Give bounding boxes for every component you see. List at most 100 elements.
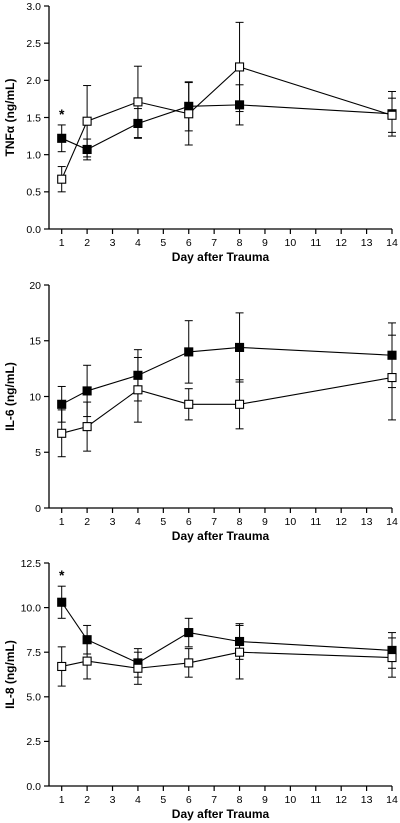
x-tick-label: 7 xyxy=(211,516,217,528)
x-tick-label: 3 xyxy=(110,516,116,528)
data-point-open xyxy=(235,647,245,657)
data-point-open xyxy=(235,62,245,72)
x-tick-label: 6 xyxy=(186,794,192,806)
series-line xyxy=(61,66,393,180)
data-point-filled xyxy=(57,597,67,607)
x-tick-label: 12 xyxy=(335,794,347,806)
chart-panel-1: 0.00.51.01.52.02.53.01 2 3 4 5 6 7 8 9 10 11 12 13 14… xyxy=(3,1,398,264)
x-tick-label: 5 xyxy=(160,237,166,249)
y-tick-label: 20 xyxy=(29,280,41,292)
chart-panel-3: 0.02.55.07.510.012.51 2 3 4 5 6 7 8 9 10 11 12 13 14D… xyxy=(3,558,398,821)
data-point-open xyxy=(387,110,397,120)
series-open xyxy=(57,21,397,193)
x-tick-label: 2 xyxy=(84,237,90,249)
y-tick-label: 0.5 xyxy=(26,187,41,199)
x-tick-label: 13 xyxy=(361,237,373,249)
significance-asterisk: * xyxy=(59,106,65,122)
x-tick-label: 6 xyxy=(186,516,192,528)
y-axis-title: TNFα (ng/mL) xyxy=(3,78,17,156)
x-tick-label: 1 xyxy=(59,794,65,806)
data-point-open xyxy=(57,174,67,184)
x-tick-label: 5 xyxy=(160,794,166,806)
x-tick-label: 14 xyxy=(386,237,398,249)
y-tick-label: 15 xyxy=(29,336,41,348)
data-point-open xyxy=(184,399,194,409)
series-filled xyxy=(57,81,397,161)
x-tick-label: 10 xyxy=(285,237,297,249)
x-axis-title: Day after Trauma xyxy=(172,250,270,264)
x-tick-label: 5 xyxy=(160,516,166,528)
x-tick-label: 3 xyxy=(110,794,116,806)
y-tick-label: 1.0 xyxy=(26,149,41,161)
x-axis-title: Day after Trauma xyxy=(172,807,270,821)
x-tick-label: 6 xyxy=(186,237,192,249)
y-tick-label: 7.5 xyxy=(26,647,41,659)
x-tick-label: 4 xyxy=(135,516,141,528)
data-point-filled xyxy=(184,628,194,638)
y-tick-label: 5 xyxy=(35,447,41,459)
significance-asterisk: * xyxy=(59,567,65,583)
y-axis-title: IL-6 (ng/mL) xyxy=(3,362,17,431)
y-tick-label: 3.0 xyxy=(26,1,41,13)
y-axis-title: IL-8 (ng/mL) xyxy=(3,640,17,709)
y-tick-label: 1.5 xyxy=(26,112,41,124)
data-point-filled xyxy=(82,635,92,645)
x-tick-label: 14 xyxy=(386,794,398,806)
series-filled xyxy=(57,585,397,678)
x-axis-title: Day after Trauma xyxy=(172,529,270,543)
series-line xyxy=(61,346,393,405)
y-tick-label: 0.0 xyxy=(26,781,41,793)
data-point-open xyxy=(82,656,92,666)
x-tick-label: 1 xyxy=(59,237,65,249)
x-tick-label: 13 xyxy=(361,516,373,528)
x-tick-label: 9 xyxy=(262,794,268,806)
x-tick-label: 8 xyxy=(237,237,243,249)
data-point-filled xyxy=(57,133,67,143)
x-tick-label: 13 xyxy=(361,794,373,806)
data-point-open xyxy=(235,399,245,409)
data-point-filled xyxy=(184,347,194,357)
data-point-open xyxy=(133,97,143,107)
x-tick-label: 9 xyxy=(262,237,268,249)
y-tick-label: 10.0 xyxy=(21,602,42,614)
data-point-open xyxy=(184,109,194,119)
x-tick-label: 12 xyxy=(335,237,347,249)
x-tick-label: 4 xyxy=(135,794,141,806)
data-point-open xyxy=(133,663,143,673)
series-open xyxy=(57,334,397,458)
y-tick-label: 2.5 xyxy=(26,38,41,50)
x-tick-label: 2 xyxy=(84,794,90,806)
x-tick-label: 14 xyxy=(386,516,398,528)
data-point-open xyxy=(184,658,194,668)
x-tick-label: 8 xyxy=(237,794,243,806)
data-point-open xyxy=(57,428,67,438)
y-tick-label: 2.0 xyxy=(26,75,41,87)
data-point-open xyxy=(133,385,143,395)
y-tick-label: 5.0 xyxy=(26,692,41,704)
x-tick-label: 11 xyxy=(310,516,321,528)
x-tick-label: 8 xyxy=(237,516,243,528)
x-tick-label: 3 xyxy=(110,237,116,249)
series-filled xyxy=(57,312,397,423)
y-tick-label: 12.5 xyxy=(21,558,42,570)
y-tick-label: 0.0 xyxy=(26,224,41,236)
data-point-open xyxy=(82,116,92,126)
data-point-open xyxy=(57,661,67,672)
series-open xyxy=(57,624,397,687)
series-line xyxy=(61,651,393,669)
y-tick-label: 0 xyxy=(35,503,41,515)
data-point-open xyxy=(387,372,397,383)
x-tick-label: 11 xyxy=(310,794,321,806)
data-point-filled xyxy=(235,342,245,352)
data-point-filled xyxy=(57,399,67,409)
data-point-open xyxy=(82,422,92,432)
x-tick-label: 9 xyxy=(262,516,268,528)
x-tick-label: 10 xyxy=(285,516,297,528)
x-tick-label: 10 xyxy=(285,794,297,806)
x-tick-label: 7 xyxy=(211,237,217,249)
x-tick-label: 11 xyxy=(310,237,321,249)
data-point-open xyxy=(387,653,397,663)
series-line xyxy=(61,377,393,434)
